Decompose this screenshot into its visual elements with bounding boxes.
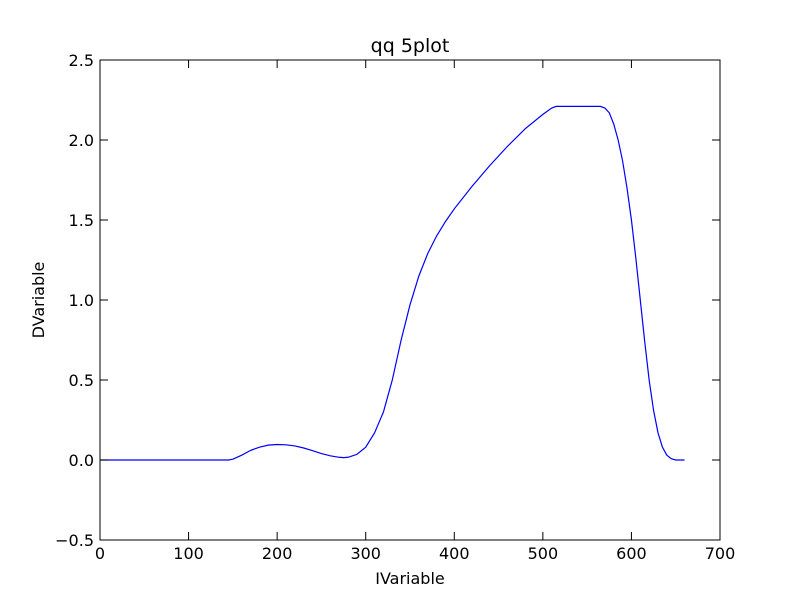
y-tick-label: 2.5	[69, 51, 94, 70]
axis-ticks: 0 100 200 300 400 500 600 700 −0.5 0.0 0.5 1.0 1.5 2.…	[55, 51, 735, 563]
x-tick-label: 200	[262, 544, 293, 563]
x-tick-label: 700	[705, 544, 736, 563]
chart-title: qq 5plot	[371, 35, 450, 57]
y-tick-label: 0.5	[69, 371, 94, 390]
y-tick-label: 1.5	[69, 211, 94, 230]
x-tick-label: 300	[350, 544, 381, 563]
y-tick-label: 1.0	[69, 291, 94, 310]
x-tick-label: 600	[616, 544, 647, 563]
y-axis-label: DVariable	[29, 262, 48, 339]
x-axis-label: IVariable	[375, 569, 445, 588]
x-tick-label: 100	[173, 544, 204, 563]
data-series-line	[100, 105, 685, 461]
plot-area	[100, 60, 720, 540]
x-tick-label: 500	[528, 544, 559, 563]
x-tick-label: 0	[95, 544, 105, 563]
x-tick-label: 400	[439, 544, 470, 563]
y-tick-label: 0.0	[69, 451, 94, 470]
y-tick-label: 2.0	[69, 131, 94, 150]
y-tick-label: −0.5	[55, 531, 94, 550]
